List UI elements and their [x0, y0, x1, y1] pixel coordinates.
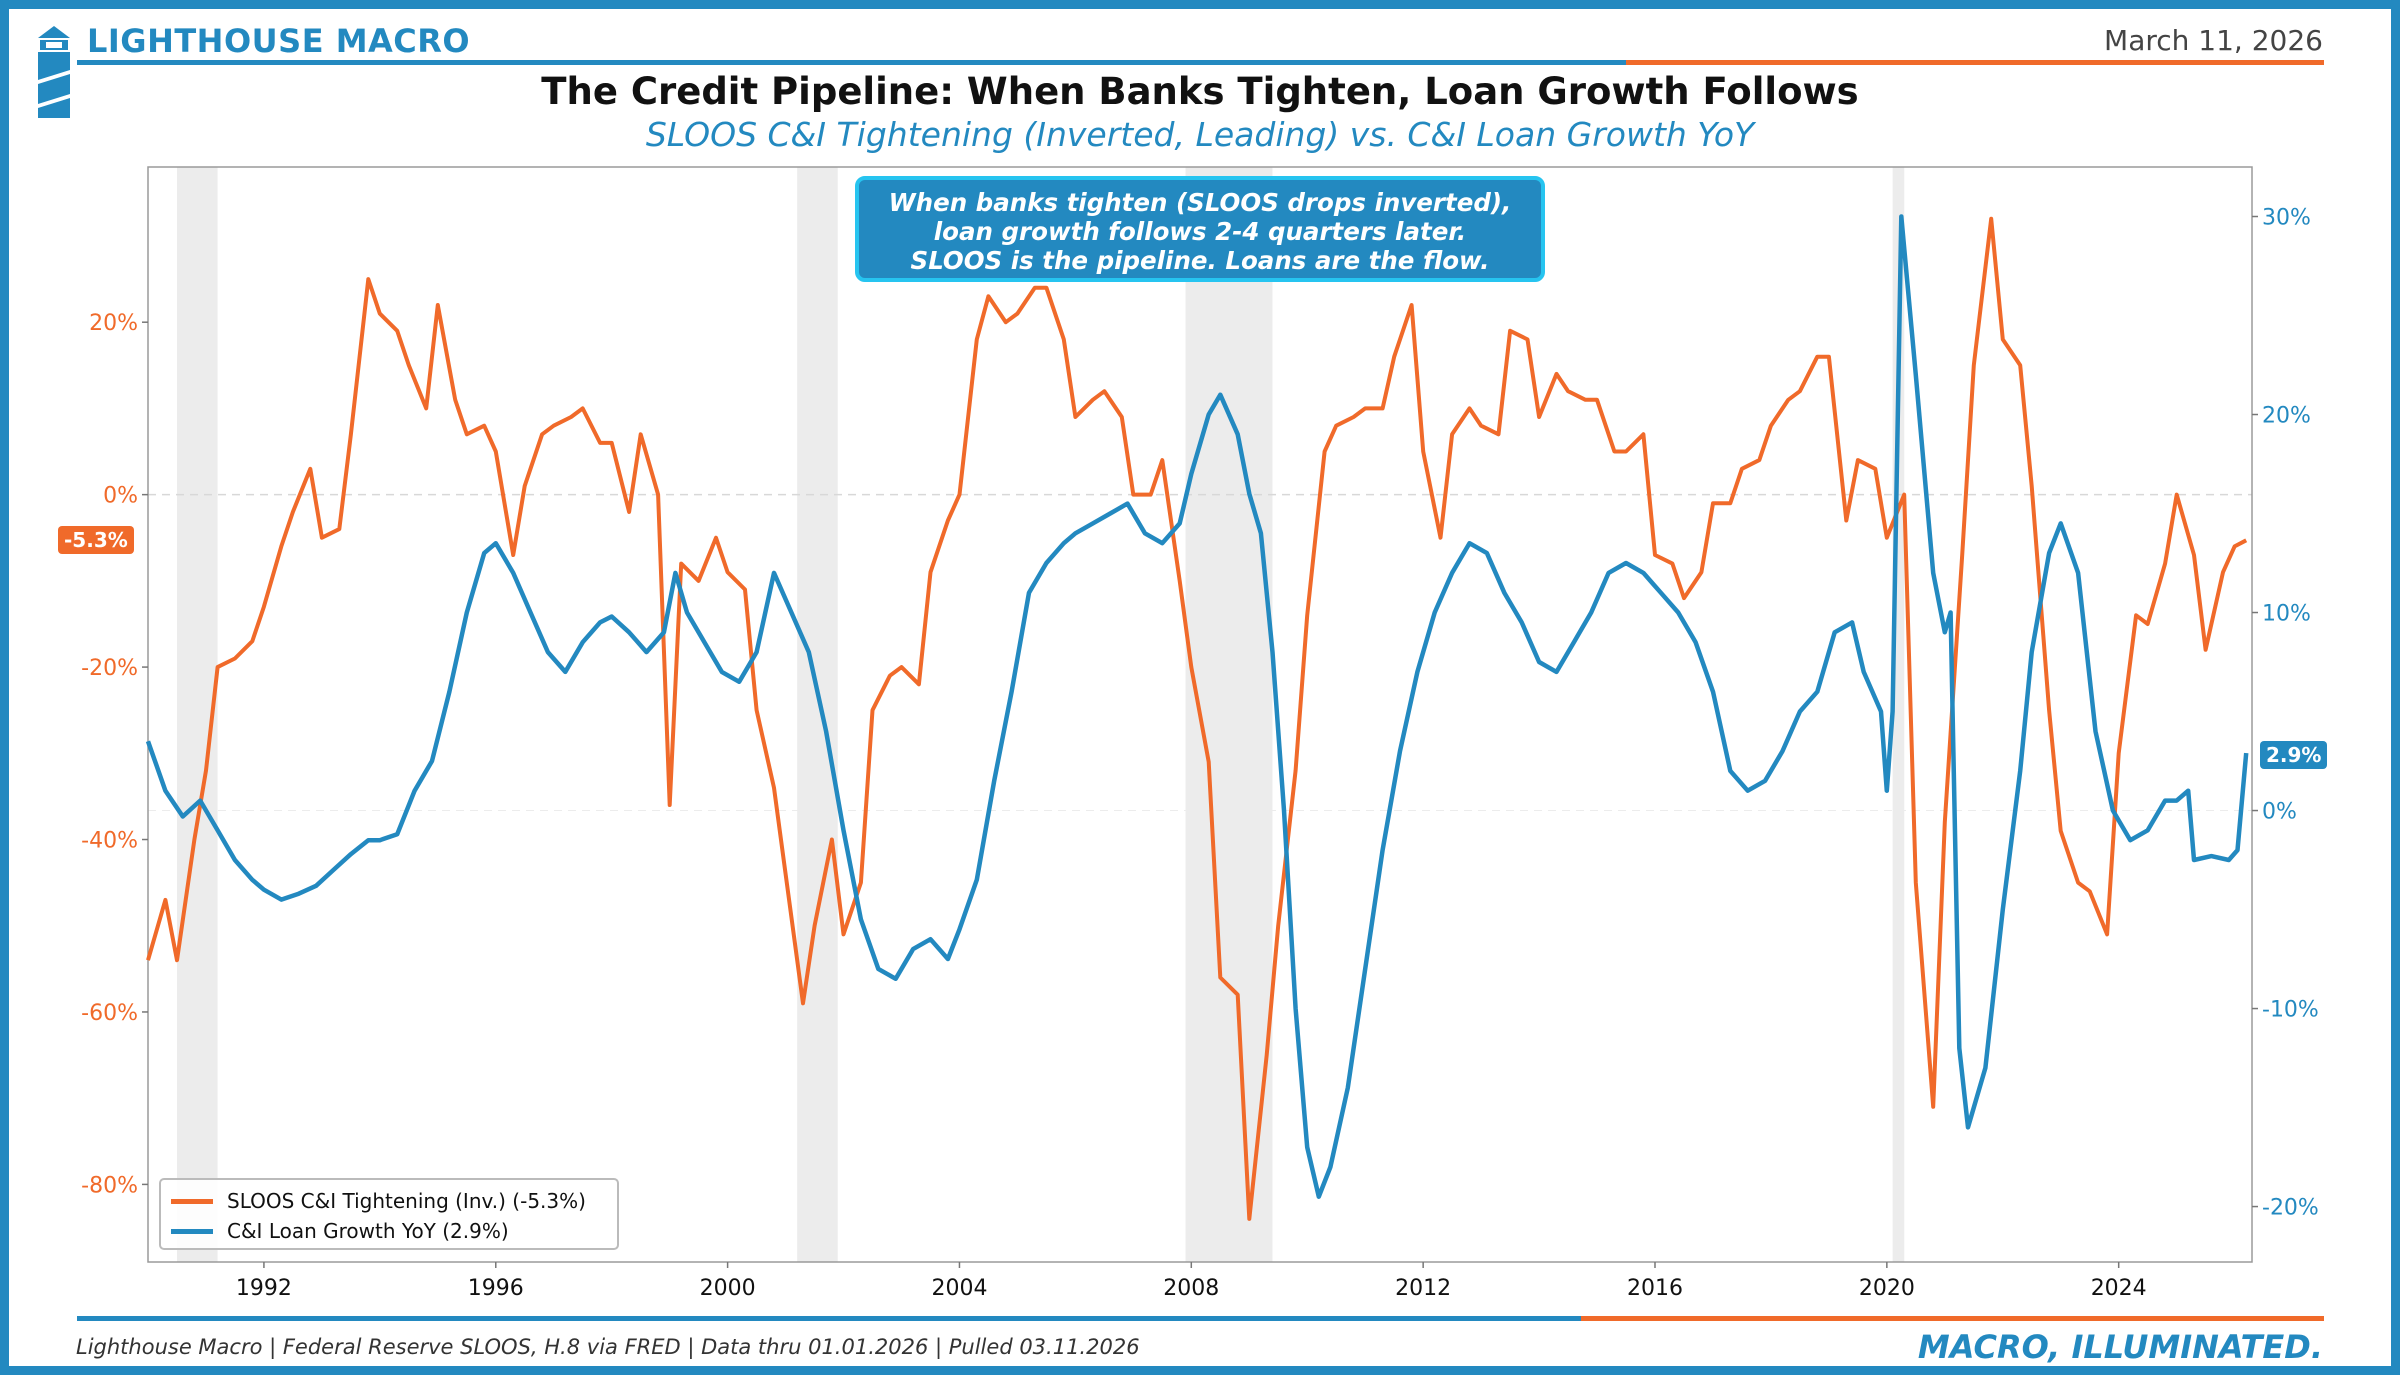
footer-rule-blue: [77, 1316, 1581, 1321]
sloos-last-value-badge: -5.3%: [58, 526, 134, 554]
chart-subtitle: SLOOS C&I Tightening (Inverted, Leading)…: [645, 115, 1755, 154]
header-rule-blue: [77, 60, 1626, 65]
recession-band-2: [797, 167, 838, 1262]
brand-name: LIGHTHOUSE MACRO: [87, 22, 471, 60]
x-tick-label: 2012: [1395, 1276, 1451, 1301]
right-tick-label: 0%: [2262, 800, 2297, 825]
left-tick-label: 0%: [103, 484, 138, 509]
loans-last-value-badge: 2.9%: [2260, 741, 2328, 769]
right-tick-label: 20%: [2262, 404, 2311, 429]
x-tick-label: 1992: [236, 1276, 292, 1301]
x-tick-label: 2004: [931, 1276, 987, 1301]
footer-rule-orange: [1581, 1316, 2324, 1321]
x-tick-label: 1996: [468, 1276, 524, 1301]
right-tick-label: -20%: [2262, 1196, 2319, 1221]
report-date: March 11, 2026: [2104, 24, 2323, 57]
callout-line-1: When banks tighten (SLOOS drops inverted…: [888, 188, 1512, 217]
header-rule-orange: [1626, 60, 2324, 65]
x-tick-label: 2008: [1163, 1276, 1219, 1301]
left-tick-label: -40%: [81, 829, 138, 854]
right-tick-label: 30%: [2262, 206, 2311, 231]
x-tick-label: 2000: [700, 1276, 756, 1301]
footer-source: Lighthouse Macro | Federal Reserve SLOOS…: [76, 1335, 1140, 1359]
left-tick-label: -80%: [81, 1173, 138, 1198]
right-tick-label: 10%: [2262, 602, 2311, 627]
legend-swatch-sloos: [171, 1198, 213, 1204]
legend-label-loans: C&I Loan Growth YoY (2.9%): [227, 1219, 509, 1243]
footer-tagline: MACRO, ILLUMINATED.: [1917, 1328, 2323, 1366]
x-tick-label: 2016: [1627, 1276, 1683, 1301]
callout-line-2: loan growth follows 2-4 quarters later.: [933, 217, 1467, 246]
annotation-callout: When banks tighten (SLOOS drops inverted…: [855, 176, 1545, 282]
left-tick-label: 20%: [89, 311, 138, 336]
loan-growth-series-line: [145, 214, 2249, 1199]
legend-swatch-loans: [171, 1228, 213, 1234]
left-tick-label: -20%: [81, 656, 138, 681]
plot-area-border: [147, 166, 2253, 1263]
callout-line-3: SLOOS is the pipeline. Loans are the flo…: [910, 246, 1490, 275]
lighthouse-icon: [38, 26, 70, 118]
left-tick-label: -60%: [81, 1001, 138, 1026]
x-tick-label: 2024: [2091, 1276, 2147, 1301]
legend-item-loans: C&I Loan Growth YoY (2.9%): [171, 1218, 509, 1244]
recession-band-4: [1892, 167, 1905, 1262]
sloos-series-line: [146, 216, 2248, 1221]
x-tick-label: 2020: [1859, 1276, 1915, 1301]
legend-label-sloos: SLOOS C&I Tightening (Inv.) (-5.3%): [227, 1189, 586, 1213]
chart-title: The Credit Pipeline: When Banks Tighten,…: [541, 70, 1859, 113]
chart-legend: SLOOS C&I Tightening (Inv.) (-5.3%) C&I …: [159, 1178, 619, 1250]
right-tick-label: -10%: [2262, 998, 2319, 1023]
legend-item-sloos: SLOOS C&I Tightening (Inv.) (-5.3%): [171, 1188, 586, 1214]
